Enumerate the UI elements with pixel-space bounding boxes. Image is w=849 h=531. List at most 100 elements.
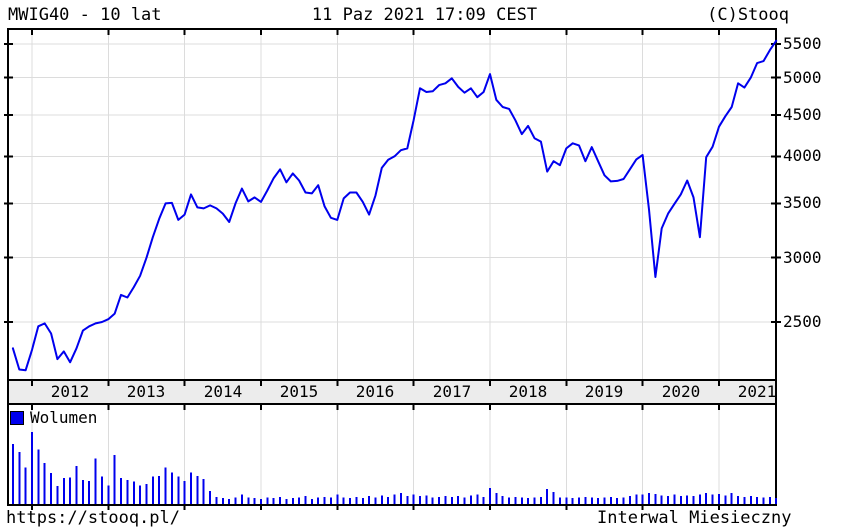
volume-bar (565, 497, 568, 504)
volume-bar (501, 496, 504, 504)
volume-bar (291, 498, 294, 504)
volume-bar (743, 496, 746, 504)
volume-bar (387, 496, 390, 504)
volume-bar (616, 498, 619, 504)
volume-bar (260, 499, 262, 504)
volume-bar (660, 495, 663, 504)
site-url: https://stooq.pl/ (6, 508, 180, 528)
volume-bar (393, 494, 396, 504)
copyright-label: (C)Stooq (707, 5, 789, 25)
volume-bar (431, 497, 434, 504)
volume-bar (43, 463, 46, 504)
volume-bar (412, 494, 415, 504)
volume-legend: Wolumen (10, 409, 97, 427)
volume-bar (718, 493, 720, 504)
volume-bar (75, 465, 78, 504)
volume-bar (196, 475, 199, 504)
volume-bar (698, 494, 701, 504)
volume-bar (62, 478, 65, 504)
volume-bar (253, 498, 256, 504)
chart-timestamp: 11 Paz 2021 17:09 CEST (311, 5, 538, 25)
volume-bar (419, 496, 421, 504)
volume-bar (628, 496, 631, 504)
volume-bar (202, 478, 205, 504)
volume-legend-label: Wolumen (30, 408, 98, 427)
volume-bar (31, 432, 33, 504)
volume-bar (546, 488, 549, 504)
volume-bar (374, 497, 377, 504)
volume-bar (724, 495, 727, 504)
volume-bar (692, 496, 695, 504)
volume-bar (329, 497, 332, 504)
volume-bar (368, 496, 371, 504)
volume-bar (482, 496, 485, 504)
volume-bar (81, 480, 84, 504)
chart-title: MWIG40 - 10 lat (8, 5, 162, 25)
volume-bar (679, 496, 682, 504)
volume-bar (126, 480, 129, 504)
volume-bar (762, 497, 765, 504)
volume-pane-border (7, 403, 777, 506)
volume-bar (539, 496, 542, 504)
volume-bar (648, 493, 650, 504)
volume-bar (775, 498, 778, 504)
volume-bar (469, 495, 472, 504)
volume-bar (489, 488, 491, 504)
volume-bar (641, 494, 644, 504)
volume-bar (380, 495, 383, 504)
interval-label: Interwal Miesieczny (597, 508, 792, 528)
volume-bar (247, 497, 250, 504)
volume-bar (673, 494, 676, 504)
volume-bar (183, 481, 186, 504)
volume-bar (317, 497, 320, 504)
volume-bar (94, 458, 97, 504)
volume-bar (552, 491, 555, 504)
volume-bar (686, 495, 689, 504)
volume-bar (221, 498, 224, 504)
volume-bar (56, 486, 59, 504)
volume-bar (24, 467, 27, 504)
volume-bar (88, 481, 91, 504)
volume-bar (107, 485, 110, 504)
volume-bar (508, 497, 511, 504)
volume-bar (101, 476, 103, 504)
volume-bar (355, 496, 358, 504)
volume-bar (711, 494, 714, 504)
volume-bar (737, 496, 740, 504)
volume-bar (730, 493, 733, 504)
volume-bar (304, 496, 307, 504)
volume-bar (514, 496, 517, 504)
volume-bar (361, 498, 364, 504)
volume-bar (151, 476, 154, 504)
main-pane-border (7, 28, 777, 381)
volume-bar (298, 497, 301, 504)
volume-bar (240, 494, 243, 504)
volume-bar (603, 497, 606, 504)
volume-bar (654, 493, 657, 504)
volume-bar (622, 497, 625, 504)
volume-bar (190, 472, 192, 504)
volume-bar (132, 481, 135, 504)
volume-bar (476, 494, 479, 504)
volume-bar (158, 475, 161, 504)
volume-bar (234, 497, 237, 504)
volume-bar (406, 496, 409, 504)
volume-bar (342, 497, 345, 504)
volume-bar (527, 498, 530, 504)
volume-bar (425, 495, 428, 504)
volume-bar (170, 472, 173, 504)
volume-bar (578, 497, 580, 504)
volume-bar (756, 496, 759, 504)
volume-bar (69, 477, 72, 504)
volume-bar (463, 497, 466, 504)
volume-bar (18, 452, 21, 504)
volume-bar (584, 496, 587, 504)
volume-bar (495, 493, 498, 504)
volume-bar (279, 496, 282, 504)
volume-bar (609, 496, 612, 504)
volume-bar (164, 467, 167, 504)
volume-legend-swatch-icon (10, 411, 24, 425)
volume-bar (558, 497, 561, 504)
volume-bar (285, 499, 288, 504)
